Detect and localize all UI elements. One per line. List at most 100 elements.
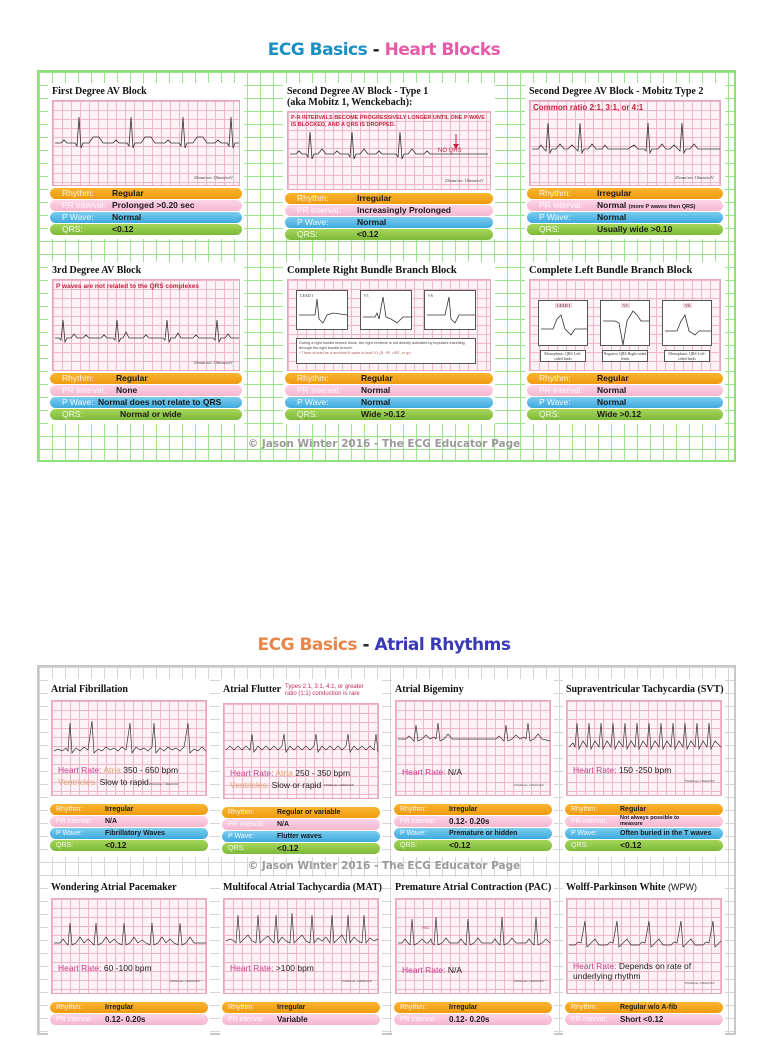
info-note: * There should be a terminal R wave in l… [299, 351, 411, 355]
pr-label: PR interval: [571, 1016, 608, 1023]
qrs-label: QRS: [539, 224, 560, 234]
ecg-strip: Heart Rate: N/A 25mm/sec 10mm/mV [395, 700, 551, 796]
card-title: 3rd Degree AV Block [52, 265, 142, 276]
rhythm-label: Rhythm: [62, 188, 94, 198]
pr-value: Normal [597, 200, 627, 210]
rhythm-value: Regular [361, 373, 393, 383]
card-second-degree-mobitz2: Second Degree AV Block - Mobitz Type 2 C… [525, 83, 725, 239]
pr-value: 0.12- 0.20s [105, 1015, 146, 1024]
pr-label: PR interval: [228, 1016, 265, 1023]
pwave-label: P Wave: [539, 397, 571, 407]
ecg-strip: Common ratio 2:1, 3:1, or 4:1 25mm/sec 1… [529, 100, 721, 186]
ecg-trace-icon [568, 722, 722, 751]
card-second-degree-type1: Second Degree AV Block - Type 1 (aka Mob… [283, 83, 495, 240]
card-atrial-flutter: Atrial Flutter Types 2:1, 3:1, 4:1, or gr… [220, 679, 382, 857]
pwave-value: Often buried in the T waves [620, 830, 712, 837]
info-text: During a right bundle branch block, the … [299, 341, 465, 350]
card-third-degree-av-block: 3rd Degree AV Block P waves are not rela… [48, 262, 244, 424]
qrs-label: QRS: [228, 845, 246, 852]
ecg-trace-icon [55, 319, 239, 344]
pwave-value: Normal [597, 212, 627, 222]
ventricles-label: Ventricles: [230, 780, 270, 790]
strip-note: Common ratio 2:1, 3:1, or 4:1 [533, 103, 644, 112]
pr-label: PR interval: [297, 205, 341, 215]
heart-rate-sublabel: Atria [275, 768, 293, 778]
lead-caption: Monophasic QRS Left-sided leads [540, 350, 586, 362]
pwave-value: Flutter waves [277, 833, 322, 840]
ecg-trace-icon [53, 720, 207, 755]
no-qrs-annotation: NO QRS [438, 148, 462, 154]
ecg-trace-icon [398, 916, 551, 946]
pwave-value: Premature or hidden [449, 830, 518, 837]
scale-label: 25mm/sec 10mm/mV [169, 979, 200, 983]
atrial-rhythms-sheet: Atrial Fibrillation Heart Rate: Atria 35… [37, 665, 736, 1037]
ecg-trace-icon [398, 722, 551, 742]
lead-caption: Monophasic QRS Left-sided leads [664, 350, 710, 362]
lead-v6-panel: V6 [662, 300, 712, 346]
ecg-trace-icon [290, 131, 488, 160]
pwave-value: Fibrillatory Waves [105, 830, 166, 837]
card-complete-rbbb: Complete Right Bundle Branch Block LEAD … [283, 262, 495, 424]
ecg-trace-icon [225, 733, 379, 753]
lead-v1-panel: V1 [600, 300, 650, 346]
lead-label: V1 [621, 303, 630, 308]
rhythm-value: Irregular [597, 188, 632, 198]
pr-label: PR interval: [571, 818, 608, 825]
rhythm-value: Irregular [449, 806, 478, 813]
pr-label: PR interval: [62, 200, 106, 210]
ecg-trace-icon [55, 116, 239, 149]
pwave-label: P Wave: [62, 212, 94, 222]
rhythm-label: Rhythm: [56, 1004, 83, 1011]
ecg-strip: Heart Rate: Atria 250 - 350 bpm Ventricl… [223, 703, 379, 799]
rhythm-label: Rhythm: [297, 193, 329, 203]
lead-label: V6 [683, 303, 692, 308]
heart-rate-label: Heart Rate: [58, 765, 102, 775]
rhythm-label: Rhythm: [571, 806, 598, 813]
card-title-row: Atrial Flutter Types 2:1, 3:1, 4:1, or gr… [220, 679, 382, 703]
ecg-strip: P waves are not related to the QRS compl… [52, 279, 240, 371]
scale-label: 25mm/sec 10mm/mV [513, 783, 544, 787]
rhythm-label: Rhythm: [56, 806, 83, 813]
title-part1: ECG Basics [257, 635, 358, 655]
card-first-degree-av-block: First Degree AV Block 25mm/sec 10mm/mV R… [48, 83, 244, 239]
lead-i-panel: LEAD I [538, 300, 588, 346]
card-subnote: Types 2:1, 3:1, 4:1, or greater ratio (1… [285, 684, 364, 697]
lead-v1-panel: V1 [360, 290, 412, 330]
qrs-label: QRS: [62, 409, 83, 419]
ventricles-value: Slow or rapid [271, 780, 322, 790]
rhythm-label: Rhythm: [62, 373, 94, 383]
ecg-trace-icon [225, 912, 379, 945]
card-title: Second Degree AV Block - Mobitz Type 2 [529, 86, 704, 97]
heart-rate-label: Heart Rate: [230, 768, 274, 778]
qrs-value: <0.12 [449, 840, 471, 850]
pr-value: Variable [277, 1015, 308, 1024]
pr-label: PR interval: [56, 1016, 93, 1023]
sheet1-title: ECG Basics - Heart Blocks [0, 40, 768, 60]
card-atrial-bigeminy: Atrial Bigeminy Heart Rate: N/A 25mm/sec… [392, 679, 554, 857]
heart-rate-value: 350 - 650 bpm [123, 765, 179, 775]
rhythm-row: Rhythm: Regular [50, 188, 242, 199]
rhythm-label: Rhythm: [228, 1004, 255, 1011]
pwave-row: P Wave: Normal [50, 212, 242, 223]
qrs-label: QRS: [539, 409, 560, 419]
rhythm-label: Rhythm: [571, 1004, 598, 1011]
qrs-label: QRS: [62, 224, 83, 234]
card-title: Complete Left Bundle Branch Block [529, 265, 693, 276]
pwave-label: P Wave: [571, 830, 598, 837]
card-title: Wolff-Parkinson White [566, 882, 666, 893]
scale-label: 25mm/sec 10mm/mV [444, 178, 484, 183]
qrs-value: Wide >0.12 [597, 409, 642, 419]
card-title-row: Wolff-Parkinson White (WPW) [563, 877, 725, 898]
title-separator: - [367, 40, 385, 60]
qrs-label: QRS: [56, 842, 74, 849]
lead-i-panel: LEAD I [296, 290, 348, 330]
card-title: Atrial Fibrillation [51, 684, 128, 695]
card-title-suffix: (WPW) [668, 882, 698, 892]
pr-label: PR interval: [539, 200, 583, 210]
card-atrial-fibrillation: Atrial Fibrillation Heart Rate: Atria 35… [48, 679, 210, 857]
pr-value: N/A [105, 818, 118, 825]
ventricles-text: Ventricles: Slow or rapid 25mm/sec 10mm/… [230, 780, 354, 790]
card-complete-lbbb: Complete Left Bundle Branch Block LEAD I… [525, 262, 725, 424]
rhythm-value: Irregular [449, 1004, 478, 1011]
card-title: Multifocal Atrial Tachycardia (MAT) [223, 882, 382, 893]
